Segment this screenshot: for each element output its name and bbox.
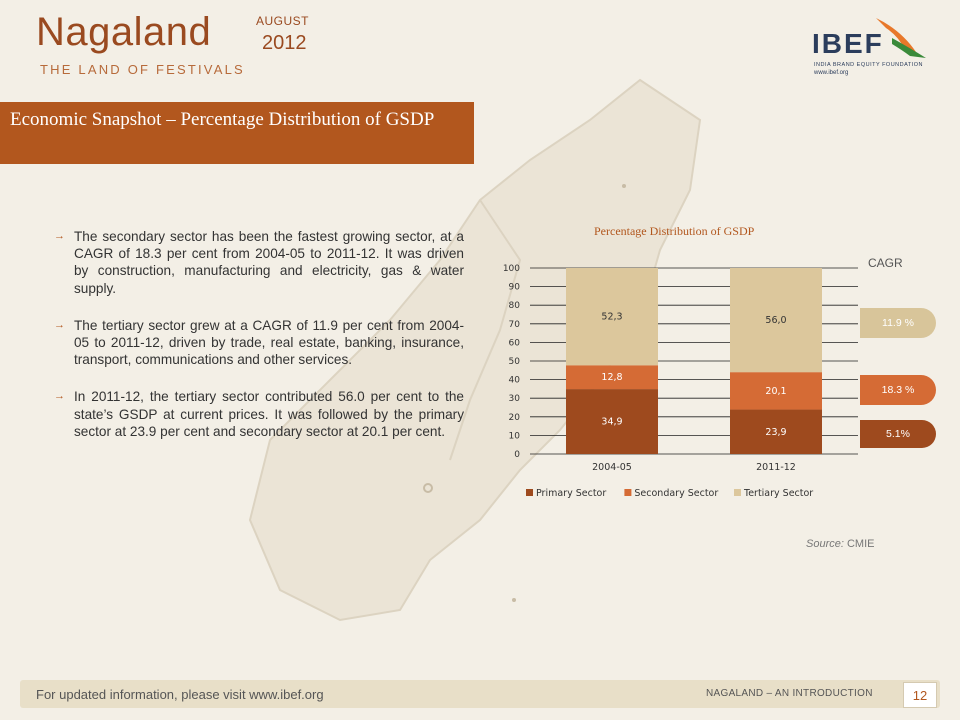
bullet-list: → The secondary sector has been the fast… <box>54 228 464 460</box>
arrow-right-icon: → <box>54 390 65 403</box>
y-tick-label: 50 <box>509 357 521 367</box>
y-tick-label: 90 <box>509 283 521 293</box>
cagr-primary-badge: 5.1% <box>860 420 936 448</box>
data-label: 12,8 <box>601 372 622 383</box>
cagr-tertiary-badge: 11.9 % <box>860 308 936 338</box>
page-number: 12 <box>903 682 937 708</box>
logo-tagline: INDIA BRAND EQUITY FOUNDATION <box>814 62 924 68</box>
bar-segment <box>730 409 822 454</box>
bullet-item: → The secondary sector has been the fast… <box>54 228 464 297</box>
section-title: Economic Snapshot – Percentage Distribut… <box>10 109 435 130</box>
footer-link-text[interactable]: For updated information, please visit ww… <box>36 687 324 702</box>
cagr-label: CAGR <box>868 256 903 270</box>
page-subtitle: THE LAND OF FESTIVALS <box>40 62 245 77</box>
section-header-bar <box>0 102 474 164</box>
report-year: 2012 <box>262 32 307 54</box>
data-label: 20,1 <box>765 386 786 397</box>
chart-title: Percentage Distribution of GSDP <box>594 224 755 238</box>
y-tick-label: 70 <box>509 320 521 330</box>
gsdp-stacked-bar-chart: 0 10 20 30 40 50 60 70 80 90 100 34,9 12,8 52,3 2004-0… <box>503 264 858 499</box>
logo-url[interactable]: www.ibef.org <box>814 70 849 76</box>
source-value: CMIE <box>846 538 875 550</box>
y-tick-label: 100 <box>503 264 520 274</box>
bar-segment <box>566 365 658 390</box>
source-label: Source: <box>806 538 844 550</box>
y-tick-label: 60 <box>509 338 521 348</box>
y-tick-label: 30 <box>509 394 521 404</box>
y-tick-label: 20 <box>509 413 521 423</box>
y-tick-label: 10 <box>509 431 521 441</box>
source-note: Source: CMIE <box>806 538 874 550</box>
x-tick-label: 2011-12 <box>756 462 796 473</box>
bullet-item: → In 2011-12, the tertiary sector contri… <box>54 388 464 440</box>
legend-label: Primary Sector <box>536 488 606 499</box>
logo-name: IBEF <box>812 28 884 59</box>
bullet-item: → The tertiary sector grew at a CAGR of … <box>54 317 464 369</box>
cagr-secondary-badge: 18.3 % <box>860 375 936 405</box>
bar-segment <box>566 389 658 454</box>
ibef-logo-bird-icon <box>876 18 926 58</box>
bar-segment <box>566 268 658 366</box>
bar-segment <box>730 268 822 373</box>
legend-swatch <box>624 489 632 496</box>
x-tick-label: 2004-05 <box>592 462 632 473</box>
data-label: 52,3 <box>601 312 622 323</box>
page-title: Nagaland <box>36 10 212 54</box>
y-tick-label: 80 <box>509 301 521 311</box>
y-tick-label: 0 <box>514 450 520 460</box>
footer-section-name: NAGALAND – AN INTRODUCTION <box>706 688 873 699</box>
bar-segment <box>730 372 822 410</box>
arrow-right-icon: → <box>54 230 65 242</box>
legend-swatch <box>734 489 741 496</box>
arrow-right-icon: → <box>54 318 65 331</box>
data-label: 34,9 <box>601 417 622 428</box>
legend-label: Tertiary Sector <box>743 488 813 499</box>
data-label: 56,0 <box>765 315 786 326</box>
bullet-text: The tertiary sector grew at a CAGR of 11… <box>74 317 464 368</box>
footer-bar <box>20 680 940 708</box>
bullet-text: In 2011-12, the tertiary sector contribu… <box>74 389 464 439</box>
report-month: AUGUST <box>256 14 310 28</box>
y-tick-label: 40 <box>509 376 521 386</box>
bullet-text: The secondary sector has been the fastes… <box>74 229 464 296</box>
data-label: 23,9 <box>765 427 786 438</box>
legend-swatch <box>526 489 533 496</box>
legend-label: Secondary Sector <box>634 488 718 499</box>
